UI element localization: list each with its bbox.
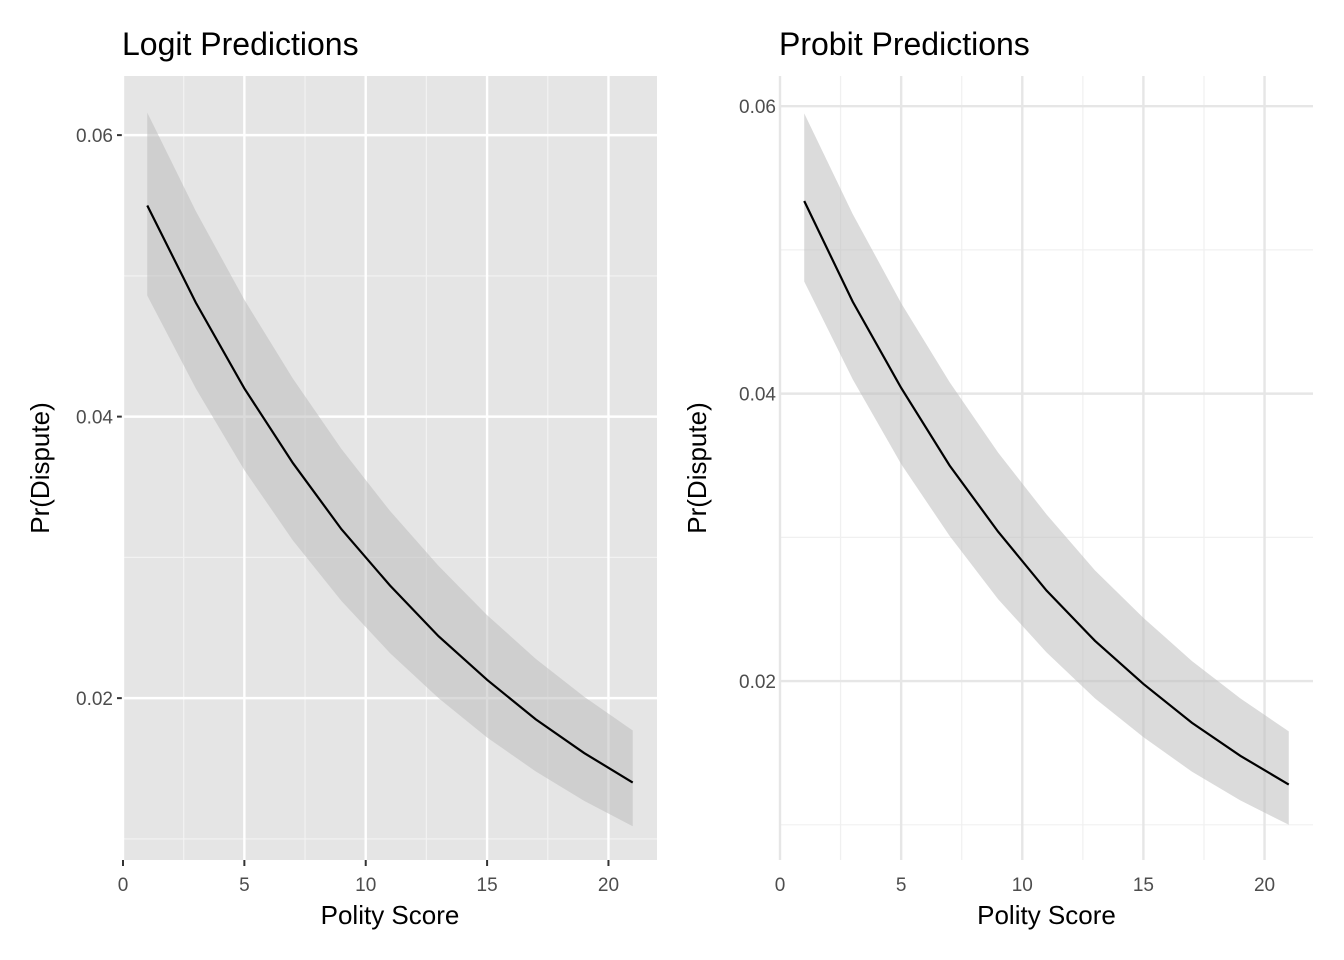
x-axis-title: Polity Score [321, 900, 460, 930]
x-tick-label: 15 [477, 875, 498, 896]
x-tick-label: 10 [1012, 875, 1033, 896]
confidence-ribbon [147, 112, 633, 827]
chart-title: Logit Predictions [122, 26, 359, 62]
x-tick-label: 0 [775, 875, 786, 896]
chart-title: Probit Predictions [779, 26, 1030, 62]
confidence-ribbon [804, 113, 1289, 825]
y-tick-label: 0.06 [76, 126, 113, 147]
y-tick-label: 0.04 [739, 385, 776, 406]
prediction-line [146, 205, 634, 784]
x-tick-label: 20 [598, 875, 619, 896]
y-tick-label: 0.02 [76, 689, 113, 710]
x-tick-label: 10 [355, 875, 376, 896]
y-tick-label: 0.06 [739, 97, 776, 118]
y-tick-label: 0.02 [739, 672, 776, 693]
x-tick-label: 20 [1254, 875, 1275, 896]
x-axis-title: Polity Score [977, 900, 1116, 930]
y-axis-title: Pr(Dispute) [682, 402, 712, 533]
x-tick-label: 0 [118, 875, 129, 896]
y-tick-label: 0.04 [76, 408, 113, 429]
y-axis-title: Pr(Dispute) [25, 402, 55, 533]
x-tick-label: 15 [1133, 875, 1154, 896]
x-tick-label: 5 [239, 875, 250, 896]
prediction-line [803, 200, 1290, 786]
x-tick-label: 5 [896, 875, 907, 896]
